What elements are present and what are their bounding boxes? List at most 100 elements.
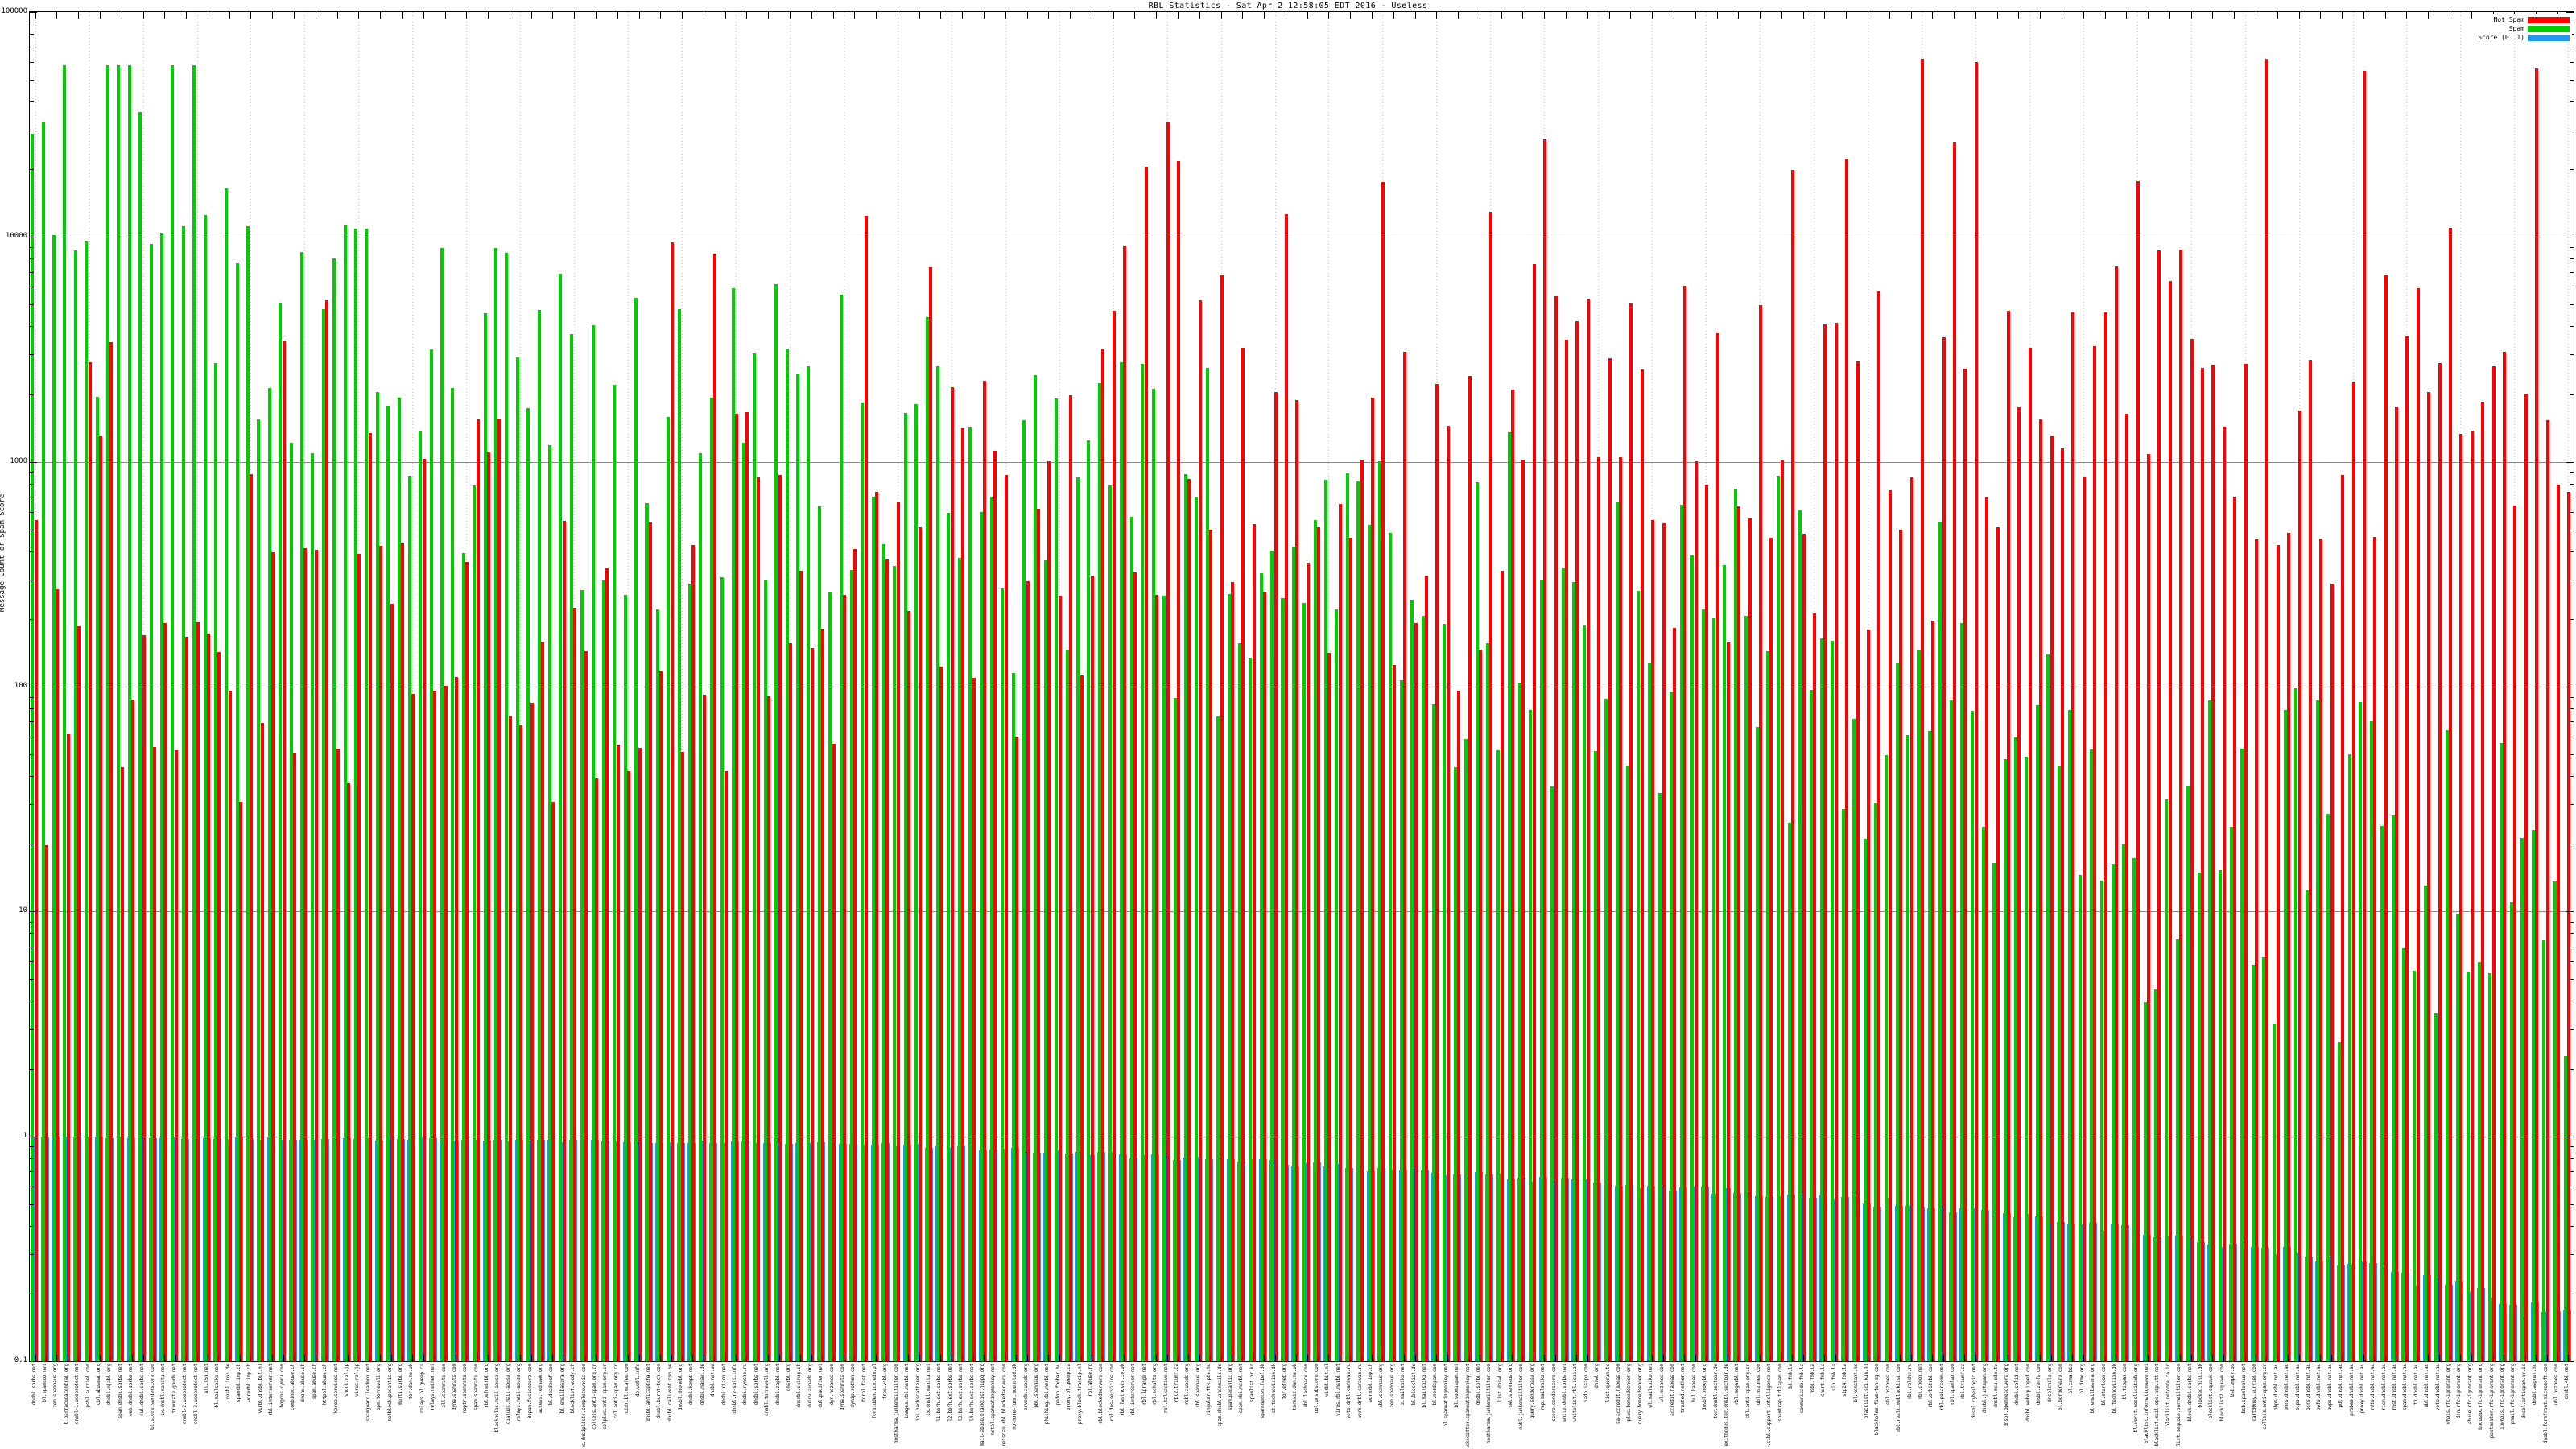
x-axis-tick-label: bl.tiopan.com bbox=[2122, 1364, 2128, 1400]
y-axis-minor-tick bbox=[2570, 326, 2574, 328]
x-axis-tick-label: 0spam.fusionzero.com bbox=[526, 1364, 533, 1419]
bar-score bbox=[2110, 1224, 2119, 1361]
bar-not-spam bbox=[2416, 288, 2420, 1361]
bar-not-spam bbox=[1424, 576, 1428, 1361]
bar-spam bbox=[117, 65, 121, 1361]
y-axis-minor-tick bbox=[30, 551, 34, 552]
x-axis-tick-label: dnsbl.kempt.net bbox=[688, 1364, 695, 1406]
x-axis-tick-label: spam.pedantic.org bbox=[1227, 1364, 1233, 1411]
bar-group bbox=[52, 12, 62, 1361]
bar-not-spam bbox=[250, 473, 254, 1361]
bar-score bbox=[310, 1139, 319, 1361]
bar-group bbox=[1787, 12, 1798, 1361]
bar-not-spam bbox=[961, 427, 965, 1361]
x-axis-tick-label: owfs.dnsbl.net.au bbox=[2316, 1364, 2322, 1411]
x-axis-tick-label: bogusmx.rfc-ignorant.org bbox=[2478, 1364, 2484, 1430]
x-axis-tick-label: drone.abuse.ch bbox=[300, 1364, 307, 1402]
bar-spam bbox=[795, 373, 799, 1361]
x-axis-tick-label: httpbl.abuse.ch bbox=[322, 1364, 328, 1406]
x-axis-tick-label: spamtrap.trblspam.com bbox=[1777, 1364, 1783, 1422]
bar-not-spam bbox=[2265, 59, 2269, 1361]
bar-not-spam bbox=[551, 801, 555, 1361]
x-axis-tick-label: bl.spameatingmonkey.net bbox=[1443, 1364, 1449, 1427]
bar-spam bbox=[2079, 875, 2083, 1361]
x-axis-tick bbox=[1382, 1355, 1384, 1361]
bar-spam bbox=[1464, 739, 1468, 1361]
bar-not-spam bbox=[357, 554, 361, 1361]
bar-spam bbox=[149, 243, 153, 1361]
y-axis-minor-tick bbox=[2570, 776, 2574, 778]
x-axis-tick bbox=[574, 1355, 576, 1361]
x-axis-tick-label: rbl.abuse.ro bbox=[1087, 1364, 1093, 1397]
x-axis-tick-label: dnsbl.proxybl.org bbox=[1702, 1364, 1708, 1411]
x-axis-tick-label: blackholes.mail-abuse.org bbox=[494, 1364, 501, 1433]
bar-score bbox=[1183, 1157, 1191, 1361]
bar-not-spam bbox=[2039, 419, 2043, 1361]
bar-score bbox=[2067, 1223, 2075, 1361]
bar-score bbox=[1356, 1170, 1364, 1361]
bar-score bbox=[2444, 1285, 2453, 1361]
bar-group bbox=[288, 12, 299, 1361]
x-axis-tick-label: dnsbl.dronebl.org bbox=[678, 1364, 684, 1411]
x-axis-tick bbox=[498, 1355, 500, 1361]
x-axis-tick-label: cbl.anti-spam.org.cn bbox=[1744, 1364, 1751, 1419]
x-axis-tick bbox=[1156, 1355, 1158, 1361]
bar-group bbox=[256, 12, 266, 1361]
x-axis-tick-label: dnsbl.sorbs.net bbox=[753, 1364, 759, 1406]
bar-not-spam bbox=[2535, 68, 2539, 1361]
bar-group bbox=[461, 12, 472, 1361]
x-axis-tick bbox=[2169, 1355, 2170, 1361]
x-axis-tick-label: xbl.spamhaus.org bbox=[1378, 1364, 1385, 1408]
x-axis-tick bbox=[164, 12, 166, 19]
x-axis-tick bbox=[1792, 1355, 1794, 1361]
bar-not-spam bbox=[993, 450, 997, 1361]
x-axis-tick-label: dnsbl.spfbl.net bbox=[1475, 1364, 1481, 1406]
bar-score bbox=[623, 1141, 631, 1361]
bar-not-spam bbox=[1036, 509, 1040, 1361]
y-axis-minor-tick bbox=[2570, 1253, 2574, 1255]
bar-spam bbox=[2111, 863, 2115, 1361]
x-axis-tick bbox=[1102, 1355, 1104, 1361]
x-axis-tick-label: bl.csma.biz bbox=[2068, 1364, 2074, 1394]
x-axis-tick bbox=[606, 1355, 608, 1361]
x-axis-tick-label: dul.pacifier.net bbox=[818, 1364, 824, 1408]
bar-group bbox=[536, 12, 547, 1361]
bar-score bbox=[957, 1145, 965, 1361]
x-axis-tick bbox=[304, 1355, 306, 1361]
bar-spam bbox=[1561, 567, 1565, 1361]
bar-spam bbox=[407, 476, 411, 1361]
bar-not-spam bbox=[2276, 544, 2280, 1361]
bar-not-spam bbox=[2524, 394, 2528, 1361]
bar-group bbox=[860, 12, 870, 1361]
x-axis-tick bbox=[1070, 1355, 1071, 1361]
bar-not-spam bbox=[1715, 333, 1719, 1361]
x-axis-tick-label: access.redhawk.org bbox=[538, 1364, 544, 1414]
bar-not-spam bbox=[648, 522, 652, 1361]
bar-spam bbox=[1281, 598, 1285, 1361]
bar-group bbox=[1420, 12, 1430, 1361]
bar-spam bbox=[138, 112, 142, 1361]
y-axis-title: Message Count or Spam Score bbox=[0, 493, 6, 612]
x-axis-tick bbox=[1512, 1355, 1513, 1361]
y-axis-minor-tick bbox=[2570, 1146, 2574, 1148]
x-axis-tick bbox=[2190, 12, 2192, 19]
bar-group bbox=[1010, 12, 1021, 1361]
x-axis-tick bbox=[1242, 1355, 1244, 1361]
x-axis-tick bbox=[1996, 12, 1998, 19]
bar-score bbox=[1819, 1195, 1827, 1361]
x-axis-tick-label: postmaster.rfc-ignorant.org bbox=[2488, 1364, 2495, 1439]
y-axis-minor-tick bbox=[30, 354, 34, 356]
bar-score bbox=[1291, 1166, 1299, 1361]
x-axis-tick bbox=[2428, 12, 2429, 19]
y-axis-minor-tick bbox=[2570, 247, 2574, 249]
bar-not-spam bbox=[1090, 575, 1094, 1361]
bar-not-spam bbox=[2136, 180, 2140, 1361]
x-axis-tick-label: pdl.dnsbl.net.au bbox=[2338, 1364, 2344, 1408]
bar-spam bbox=[731, 287, 735, 1361]
x-axis-tick bbox=[2384, 12, 2386, 19]
x-axis-tick bbox=[1695, 12, 1696, 19]
bar-spam bbox=[1475, 482, 1479, 1361]
bar-spam bbox=[741, 442, 745, 1361]
bar-group bbox=[580, 12, 590, 1361]
bar-group bbox=[1873, 12, 1884, 1361]
